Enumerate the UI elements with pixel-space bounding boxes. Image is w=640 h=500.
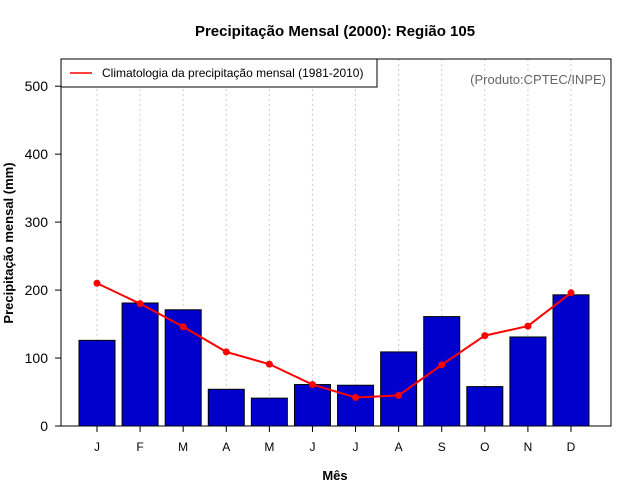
x-tick-label: O: [480, 440, 489, 454]
bar: [121, 302, 159, 427]
legend: Climatologia da precipitação mensal (198…: [60, 58, 378, 88]
chart-title: Precipitação Mensal (2000): Região 105: [195, 23, 475, 40]
climatology-point: [438, 361, 446, 369]
bar: [250, 397, 288, 427]
bar: [552, 294, 590, 427]
bar: [466, 386, 504, 427]
bar: [509, 336, 547, 427]
bar-series: [78, 294, 590, 427]
climatology-point: [481, 332, 489, 340]
bar: [423, 316, 461, 427]
climatology-point: [352, 393, 360, 401]
x-tick-label: A: [395, 440, 403, 454]
y-tick-label: 400: [25, 146, 49, 162]
climatology-point: [524, 322, 532, 330]
bar: [337, 384, 375, 427]
climatology-point: [179, 323, 187, 331]
x-tick-label: M: [178, 440, 188, 454]
legend-box: [60, 58, 378, 88]
bar: [293, 384, 331, 427]
x-tick-label: S: [438, 440, 446, 454]
y-tick-label: 200: [25, 282, 49, 298]
y-tick-label: 100: [25, 350, 49, 366]
climatology-point: [93, 279, 101, 287]
x-tick-label: F: [136, 440, 143, 454]
x-tick-label: A: [222, 440, 230, 454]
legend-label: Climatologia da precipitação mensal (198…: [102, 66, 363, 80]
x-tick-label: M: [264, 440, 274, 454]
climatology-point: [308, 381, 316, 389]
y-tick-label: 300: [25, 214, 49, 230]
climatology-series: [93, 279, 575, 401]
y-axis: 0 100 200 300 400 500: [25, 78, 61, 434]
bar: [207, 388, 245, 427]
x-axis-title: Mês: [322, 468, 347, 483]
y-tick-label: 500: [25, 78, 49, 94]
climatology-point: [567, 289, 575, 297]
y-tick-label: 0: [40, 418, 48, 434]
credit-annotation: (Produto:CPTEC/INPE): [470, 72, 606, 87]
x-tick-label: J: [94, 440, 100, 454]
y-axis-title: Precipitação mensal (mm): [1, 162, 16, 323]
climatology-point: [136, 300, 144, 308]
climatology-line: [96, 282, 572, 399]
climatology-point: [265, 360, 273, 368]
bar: [78, 339, 116, 427]
bar: [380, 351, 418, 427]
x-tick-label: D: [567, 440, 576, 454]
x-tick-label: J: [309, 440, 315, 454]
climatology-point: [222, 348, 230, 356]
climatology-point: [395, 391, 403, 399]
x-tick-label: J: [353, 440, 359, 454]
x-tick-label: N: [524, 440, 533, 454]
